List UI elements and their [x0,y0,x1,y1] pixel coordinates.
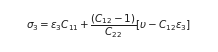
Text: $\sigma_3 = \varepsilon_3 C_{11} + \dfrac{(C_{12}-1)}{C_{22}}[\upsilon - C_{12}\: $\sigma_3 = \varepsilon_3 C_{11} + \dfra… [26,12,192,40]
